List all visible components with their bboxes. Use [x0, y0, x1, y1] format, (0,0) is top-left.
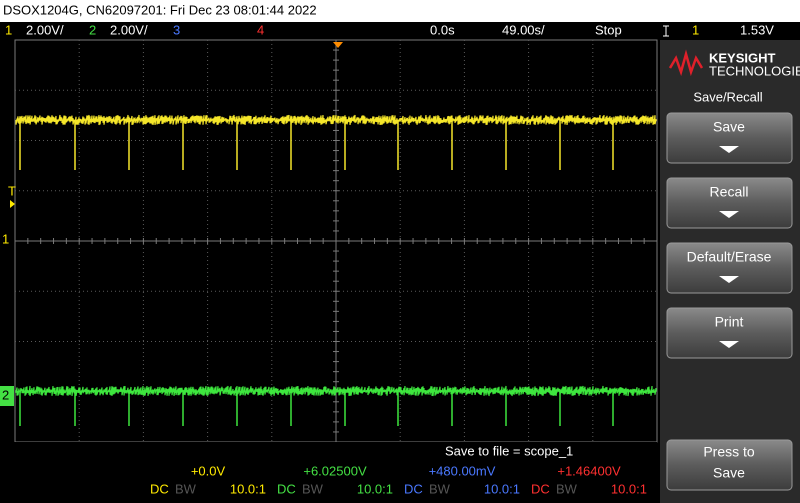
message-bar: [0, 442, 657, 460]
channel-coupling: DC: [531, 481, 550, 496]
button-arrow: [719, 211, 739, 218]
waveform: [15, 385, 657, 397]
waveform: [15, 114, 657, 126]
channel-coupling: DC: [150, 481, 169, 496]
button-arrow: [719, 146, 739, 153]
channel-offset: +6.02500V: [303, 463, 367, 478]
channel-offset: +1.46400V: [557, 463, 621, 478]
menu-title: Save/Recall: [693, 89, 762, 104]
channel-info: +0.0V DC BW 10.0:1 +6.02500V DC BW 10.0:1 +480.0…: [150, 463, 647, 496]
channel-coupling: DC: [277, 481, 296, 496]
channel-probe: 10.0:1: [357, 481, 393, 496]
softkey-label: Save: [713, 465, 745, 481]
status-bar: 1 2.00V/ 2 2.00V/ 3 4 0.0s 49.00s/ Stop …: [5, 22, 774, 37]
channel-bandwidth: BW: [556, 481, 578, 496]
channel-bandwidth: BW: [429, 481, 451, 496]
ch2-scale: 2.00V/: [110, 22, 148, 37]
delay: 0.0s: [430, 22, 455, 37]
graticule: [14, 39, 658, 443]
traces: [15, 114, 657, 426]
ch2-marker: 2: [2, 387, 9, 402]
brand-name: KEYSIGHT: [709, 50, 776, 65]
trigger-icon: [663, 25, 669, 37]
channel-probe: 10.0:1: [230, 481, 266, 496]
softkey[interactable]: [666, 177, 793, 229]
header-title: DSOX1204G, CN62097201: Fri Dec 23 08:01:…: [3, 2, 317, 17]
ch2-marker-bg: [0, 386, 14, 406]
channel-probe: 10.0:1: [611, 481, 647, 496]
softkey[interactable]: [666, 439, 793, 491]
softkeys: Save Recall Default/Erase Print Press to Save: [666, 112, 793, 491]
softkey[interactable]: [666, 112, 793, 164]
trigger-position: [333, 42, 343, 48]
trigger-marker: T: [8, 183, 16, 198]
timebase: 49.00s/: [502, 22, 545, 37]
ch4-label: 4: [257, 22, 264, 37]
ch1-label: 1: [5, 22, 12, 37]
ch1-scale: 2.00V/: [26, 22, 64, 37]
softkey-label: Default/Erase: [687, 249, 772, 265]
ch1-marker: 1: [2, 231, 9, 246]
button-arrow: [719, 276, 739, 283]
trigger-source: 1: [692, 22, 699, 37]
channel-probe: 10.0:1: [484, 481, 520, 496]
channel-bandwidth: BW: [175, 481, 197, 496]
header-bar: [0, 0, 800, 22]
softkey[interactable]: [666, 307, 793, 359]
trigger-level: 1.53V: [740, 22, 774, 37]
ch2-label: 2: [89, 22, 96, 37]
softkey-label: Recall: [710, 184, 749, 200]
ch3-label: 3: [173, 22, 180, 37]
message: Save to file = scope_1: [445, 443, 573, 458]
button-arrow: [719, 341, 739, 348]
run-state: Stop: [595, 22, 622, 37]
channel-coupling: DC: [404, 481, 423, 496]
channel-offset: +480.00mV: [429, 463, 496, 478]
softkey-label: Press to: [703, 444, 755, 460]
keysight-logo: [668, 49, 704, 77]
softkey[interactable]: [666, 242, 793, 294]
softkey-label: Save: [713, 119, 745, 135]
softkey-label: Print: [715, 314, 744, 330]
channel-bandwidth: BW: [302, 481, 324, 496]
channel-offset: +0.0V: [191, 463, 226, 478]
trigger-level-marker: [10, 200, 15, 208]
